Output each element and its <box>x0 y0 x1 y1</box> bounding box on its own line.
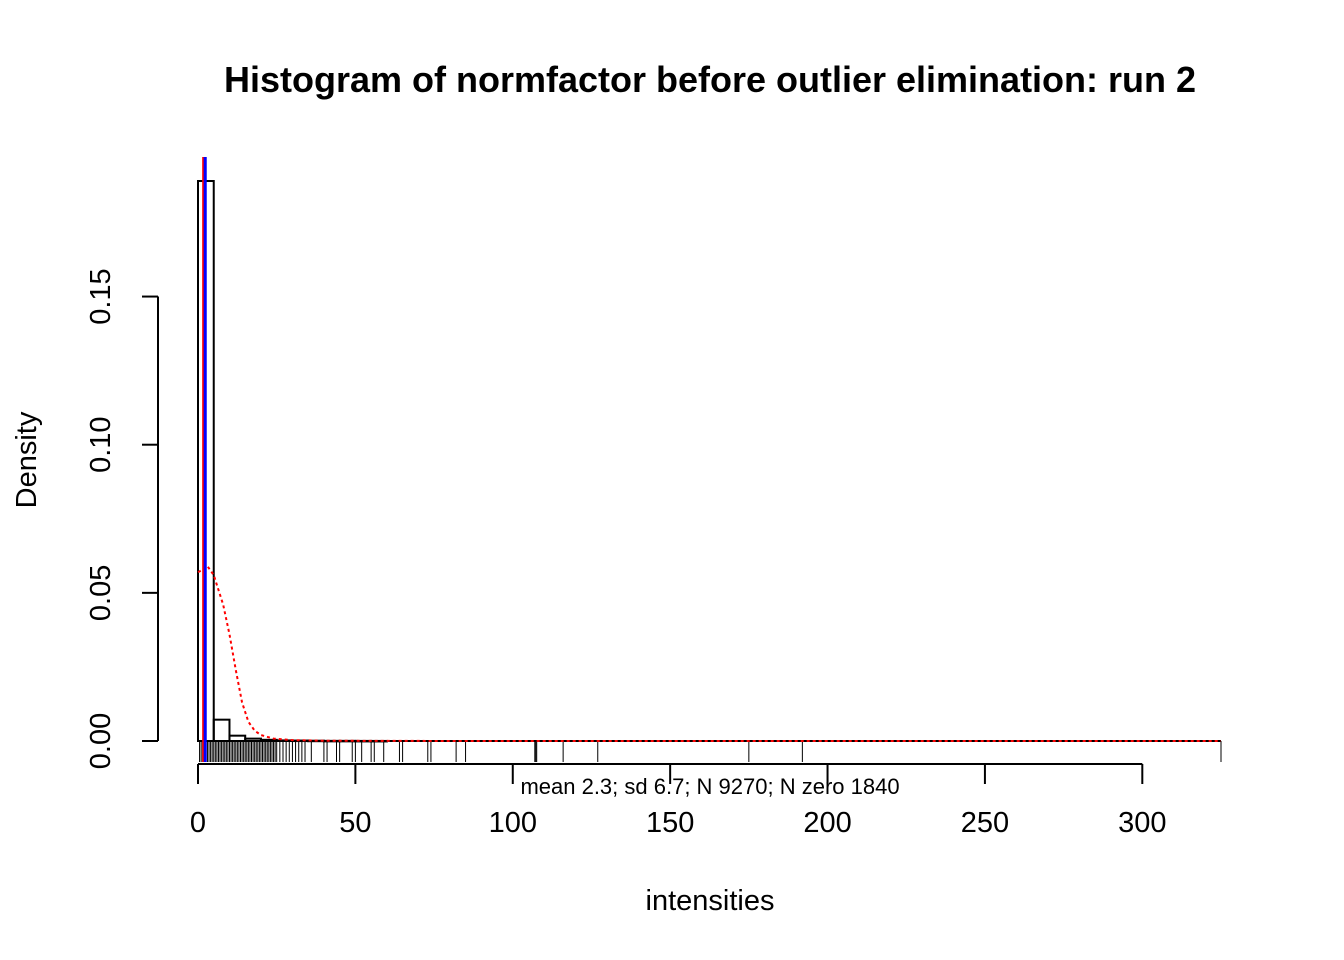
summary-stats: mean 2.3; sd 6.7; N 9270; N zero 1840 <box>520 774 899 799</box>
rug-marks <box>199 741 1222 762</box>
chart-title: Histogram of normfactor before outlier e… <box>224 59 1196 100</box>
y-tick-label: 0.10 <box>85 416 117 472</box>
y-tick-label: 0.15 <box>85 268 117 324</box>
reference-lines <box>202 157 207 762</box>
histogram-bars <box>197 180 1221 743</box>
x-tick-label: 250 <box>961 807 1009 839</box>
y-axis-label: Density <box>11 411 43 508</box>
x-tick-label: 100 <box>489 807 537 839</box>
x-tick-label: 200 <box>803 807 851 839</box>
histogram-bar <box>212 718 231 743</box>
y-tick-label: 0.05 <box>85 565 117 621</box>
x-axis-label: intensities <box>646 885 775 917</box>
x-tick-label: 0 <box>190 807 206 839</box>
density-curve <box>197 564 1221 742</box>
x-tick-label: 300 <box>1118 807 1166 839</box>
x-tick-label: 150 <box>646 807 694 839</box>
x-tick-label: 50 <box>339 807 371 839</box>
y-tick-label: 0.00 <box>85 713 117 769</box>
density-curve-group <box>197 564 1221 742</box>
y-axis: 0.00 0.05 0.10 0.15 <box>85 268 159 769</box>
x-axis: 0 50 100 150 200 250 300 <box>190 763 1167 839</box>
